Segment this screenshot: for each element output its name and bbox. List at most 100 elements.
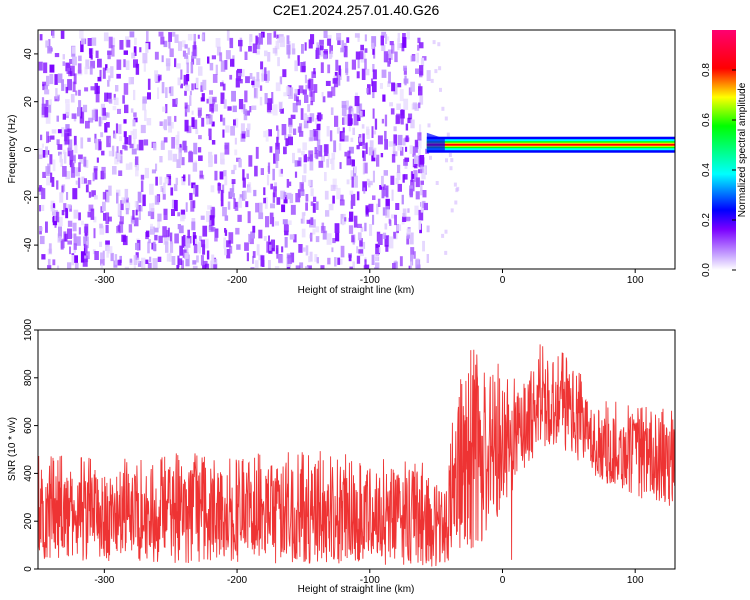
noise-cell bbox=[106, 191, 110, 203]
y-tick-label: 40 bbox=[23, 48, 34, 60]
noise-cell bbox=[57, 144, 63, 150]
noise-cell bbox=[362, 143, 367, 149]
noise-cell bbox=[67, 147, 72, 157]
noise-cell bbox=[166, 229, 170, 238]
noise-cell bbox=[119, 155, 123, 164]
noise-cell bbox=[125, 60, 130, 70]
noise-cell bbox=[328, 203, 334, 211]
noise-cell bbox=[168, 32, 172, 42]
noise-cell bbox=[62, 113, 66, 120]
noise-cell bbox=[107, 52, 111, 60]
noise-cell bbox=[49, 64, 55, 73]
noise-cell bbox=[283, 223, 289, 233]
noise-cell bbox=[50, 135, 55, 140]
noise-cell bbox=[123, 83, 129, 95]
noise-cell bbox=[311, 71, 316, 78]
noise-cell bbox=[350, 200, 354, 209]
noise-cell bbox=[133, 217, 139, 227]
noise-cell bbox=[140, 180, 144, 192]
noise-cell bbox=[136, 201, 139, 212]
noise-cell bbox=[64, 129, 68, 142]
noise-cell bbox=[372, 81, 377, 93]
noise-cell bbox=[180, 209, 185, 215]
noise-cell bbox=[232, 193, 235, 200]
noise-cell bbox=[173, 200, 178, 212]
noise-cell bbox=[244, 242, 249, 251]
noise-cell bbox=[360, 109, 365, 117]
noise-cell bbox=[192, 162, 198, 172]
noise-cell bbox=[256, 42, 261, 50]
noise-cell bbox=[340, 245, 345, 258]
noise-cell bbox=[277, 57, 280, 67]
noise-cell bbox=[381, 118, 385, 124]
noise-cell bbox=[312, 228, 316, 235]
x-tick-label: -300 bbox=[94, 275, 114, 286]
noise-cell bbox=[264, 67, 267, 77]
noise-cell bbox=[419, 139, 422, 149]
noise-cell bbox=[199, 170, 203, 178]
noise-cell bbox=[41, 143, 44, 148]
noise-cell bbox=[282, 69, 287, 78]
noise-cell bbox=[233, 119, 236, 126]
noise-cell bbox=[149, 203, 153, 212]
noise-cell bbox=[284, 237, 288, 248]
noise-cell bbox=[382, 184, 386, 190]
noise-cell bbox=[77, 107, 81, 117]
noise-cell bbox=[307, 79, 311, 89]
noise-cell bbox=[65, 99, 70, 104]
noise-cell bbox=[108, 150, 113, 157]
noise-cell bbox=[79, 30, 84, 39]
noise-cell bbox=[297, 55, 300, 66]
noise-cell bbox=[264, 197, 268, 209]
noise-cell bbox=[230, 126, 235, 136]
noise-cell bbox=[52, 259, 56, 266]
noise-cell bbox=[208, 220, 212, 226]
noise-cell bbox=[80, 137, 84, 149]
noise-cell bbox=[234, 137, 237, 145]
noise-cell bbox=[142, 96, 147, 104]
noise-cell bbox=[198, 135, 202, 140]
noise-cell bbox=[288, 220, 292, 225]
noise-cell bbox=[209, 103, 214, 112]
noise-cell bbox=[278, 254, 284, 264]
noise-cell bbox=[224, 229, 228, 236]
noise-cell bbox=[231, 179, 236, 184]
noise-cell bbox=[381, 31, 387, 38]
noise-cell bbox=[45, 40, 49, 48]
noise-cell bbox=[168, 37, 171, 49]
noise-cell bbox=[356, 71, 360, 79]
noise-cell bbox=[255, 202, 260, 213]
noise-cell bbox=[177, 255, 180, 268]
noise-cell bbox=[117, 153, 121, 161]
noise-cell bbox=[44, 106, 49, 118]
noise-cell bbox=[110, 66, 114, 79]
noise-cell bbox=[143, 60, 146, 72]
noise-cell bbox=[182, 140, 187, 151]
noise-cell bbox=[73, 135, 77, 146]
noise-cell bbox=[83, 237, 87, 244]
noise-cell bbox=[272, 104, 278, 116]
noise-cell bbox=[224, 176, 228, 186]
noise-cell bbox=[111, 145, 115, 157]
noise-cell bbox=[362, 150, 365, 158]
noise-cell bbox=[105, 64, 108, 71]
sparse-noise-cell bbox=[427, 123, 431, 128]
noise-cell bbox=[246, 128, 250, 138]
noise-cell bbox=[224, 215, 229, 221]
noise-cell bbox=[342, 218, 345, 226]
noise-cell bbox=[338, 65, 341, 77]
noise-cell bbox=[62, 149, 66, 155]
noise-cell bbox=[102, 114, 107, 121]
noise-cell bbox=[397, 134, 403, 146]
noise-cell bbox=[391, 189, 394, 201]
noise-cell bbox=[230, 58, 235, 67]
noise-cell bbox=[243, 108, 248, 121]
noise-cell bbox=[140, 174, 145, 180]
noise-cell bbox=[418, 209, 424, 221]
noise-cell bbox=[265, 216, 270, 228]
noise-cell bbox=[310, 100, 314, 106]
noise-cell bbox=[186, 74, 190, 82]
chart-title: C2E1.2024.257.01.40.G26 bbox=[273, 2, 440, 18]
noise-cell bbox=[258, 33, 263, 45]
